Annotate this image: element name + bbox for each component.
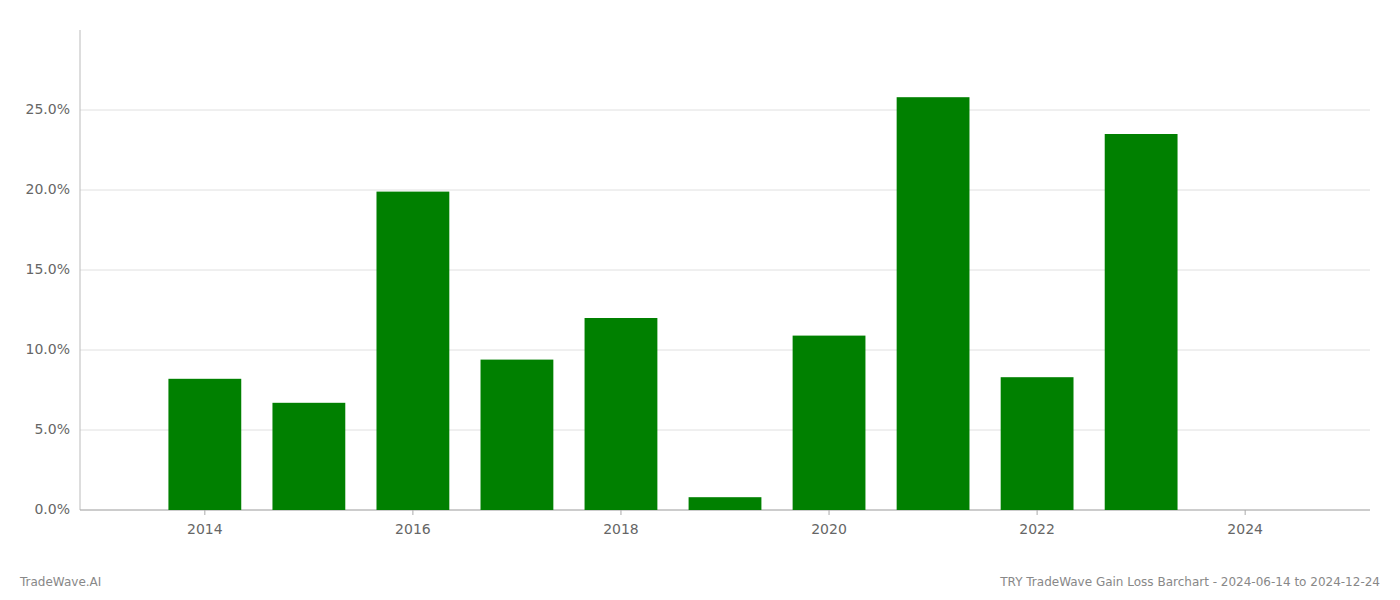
y-tick-label: 0.0% [34,501,70,517]
bar [897,97,970,510]
watermark: TradeWave.AI [19,575,101,589]
y-tick-label: 20.0% [26,181,70,197]
y-tick-label: 25.0% [26,101,70,117]
x-tick-label: 2022 [1019,521,1055,537]
x-tick [1037,510,1038,515]
bar [272,403,345,510]
y-tick-label: 5.0% [34,421,70,437]
bar [481,360,554,510]
footer: TradeWave.AI TRY TradeWave Gain Loss Barc… [19,575,1380,589]
page: {"chart_data": {"type": "bar", "title": … [0,0,1400,600]
chart: 0.0% 5.0% 10.0% 15.0% 20.0% 25.0% 2014 2016 2018… [0,0,1400,600]
grid-line [80,110,1370,111]
bar [1105,134,1178,510]
bar [689,497,762,510]
x-tick [1245,510,1246,515]
x-tick [412,510,413,515]
y-tick-label: 10.0% [26,341,70,357]
x-tick [204,510,205,515]
x-tick-label: 2016 [395,521,431,537]
x-tick-label: 2014 [187,521,223,537]
bar [1001,377,1074,510]
x-tick [829,510,830,515]
grid [80,110,1370,510]
x-tick [620,510,621,515]
bar [376,192,449,510]
bar [585,318,658,510]
bar [168,379,241,510]
bar [793,336,866,510]
title: TRY TradeWave Gain Loss Barchart - 2024-… [999,575,1380,589]
bars [168,97,1177,510]
axes: 0.0% 5.0% 10.0% 15.0% 20.0% 25.0% 2014 2016 2018… [26,30,1370,537]
bar [1209,510,1282,511]
x-tick-label: 2018 [603,521,639,537]
x-tick-label: 2024 [1227,521,1263,537]
x-tick-label: 2020 [811,521,847,537]
y-axis-line [80,30,81,510]
y-tick-label: 15.0% [26,261,70,277]
